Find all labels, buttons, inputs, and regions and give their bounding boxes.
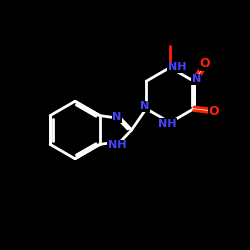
Text: O: O [208,105,219,118]
Text: NH: NH [108,140,126,150]
Text: NH: NH [168,62,186,72]
Text: N: N [112,112,122,122]
Text: N: N [192,74,201,84]
Text: O: O [200,57,210,70]
Text: NH: NH [158,119,177,129]
Text: N: N [140,101,149,111]
